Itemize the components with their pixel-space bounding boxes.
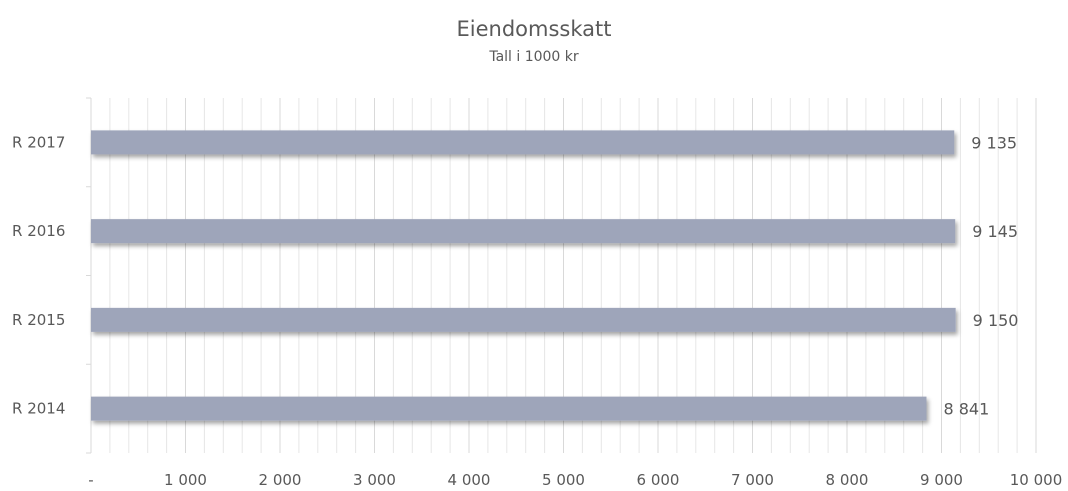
x-tick-label: 9 000 — [920, 471, 963, 489]
gridlines — [109, 98, 1037, 453]
x-tick-label: 8 000 — [826, 471, 869, 489]
data-label: 9 150 — [973, 311, 1019, 330]
category-labels: R 2017 R 2016 R 2015 R 2014 — [12, 133, 65, 417]
data-label: 9 135 — [971, 133, 1017, 152]
bar — [91, 219, 956, 244]
x-tick-label: 6 000 — [637, 471, 680, 489]
bar — [91, 307, 956, 332]
bar — [91, 396, 927, 421]
x-tick-label: 4 000 — [448, 471, 491, 489]
category-label: R 2017 — [12, 133, 65, 151]
x-axis-ticks: - 1 000 2 000 3 000 4 000 5 000 6 000 7 000 8 00… — [88, 471, 1062, 489]
data-label: 9 145 — [972, 222, 1018, 241]
x-tick-label: 2 000 — [259, 471, 302, 489]
category-label: R 2015 — [12, 311, 65, 329]
category-axis — [86, 97, 92, 454]
chart-title: Eiendomsskatt — [457, 17, 612, 41]
x-tick-label: 7 000 — [731, 471, 774, 489]
x-tick-label: 3 000 — [353, 471, 396, 489]
x-tick-label: 10 000 — [1010, 471, 1063, 489]
category-label: R 2014 — [12, 400, 65, 418]
category-label: R 2016 — [12, 222, 65, 240]
x-tick-label: 5 000 — [542, 471, 585, 489]
bar — [91, 130, 955, 155]
x-tick-label: 1 000 — [164, 471, 207, 489]
data-labels: 9 135 9 145 9 150 8 841 — [943, 133, 1018, 418]
bars — [91, 130, 956, 421]
chart-subtitle: Tall i 1000 kr — [488, 49, 579, 65]
data-label: 8 841 — [943, 400, 989, 419]
x-tick-label: - — [88, 471, 93, 489]
